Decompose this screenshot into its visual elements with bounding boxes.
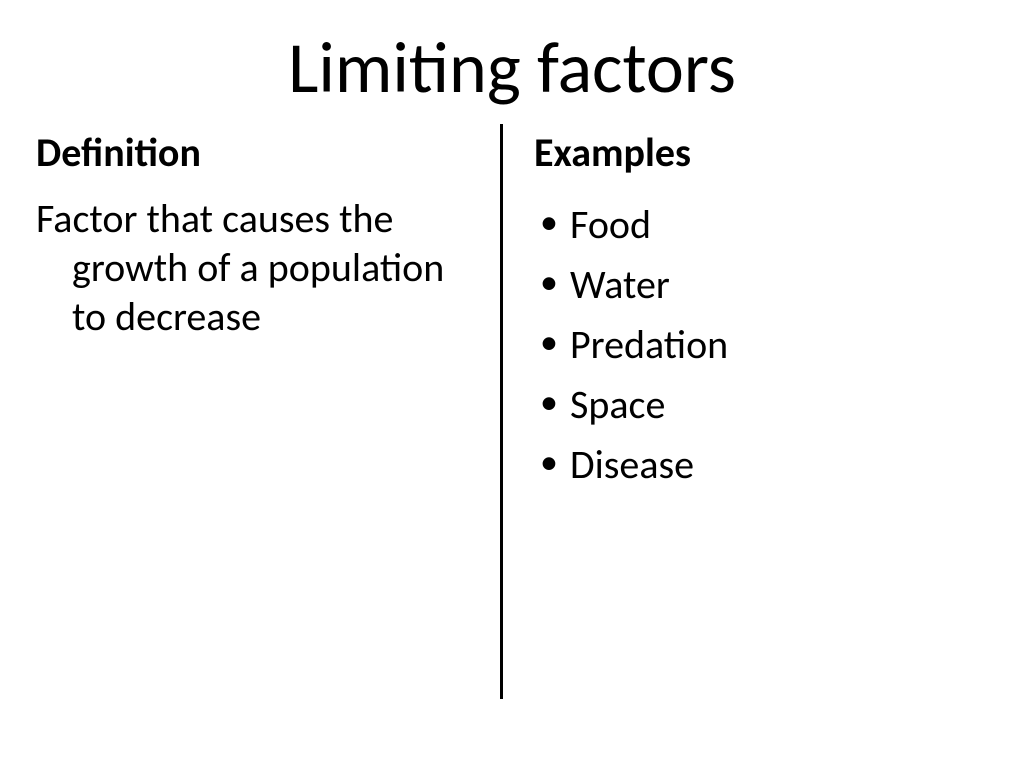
- slide-title: Limiting factors: [0, 0, 1024, 120]
- list-item: Food: [534, 195, 968, 255]
- list-item: Water: [534, 255, 968, 315]
- definition-heading: Definition: [36, 128, 478, 177]
- examples-list: Food Water Predation Space Disease: [534, 195, 968, 495]
- list-item: Disease: [534, 435, 968, 495]
- list-item: Space: [534, 375, 968, 435]
- left-column: Definition Factor that causes the growth…: [28, 128, 498, 495]
- column-divider: [500, 124, 503, 699]
- definition-body-text: Factor that causes the growth of a popul…: [36, 195, 478, 341]
- examples-heading: Examples: [534, 128, 968, 177]
- list-item: Predation: [534, 315, 968, 375]
- content-wrapper: Definition Factor that causes the growth…: [0, 128, 1024, 495]
- right-column: Examples Food Water Predation Space Dise…: [498, 128, 968, 495]
